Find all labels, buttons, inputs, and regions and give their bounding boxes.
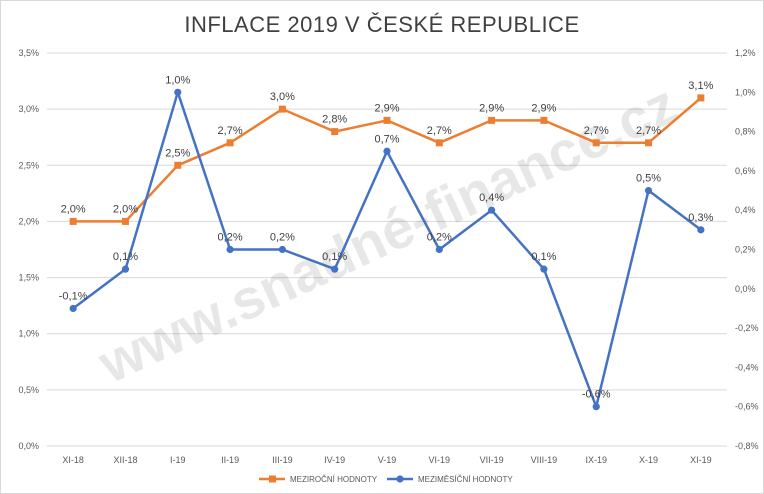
legend-label: MEZIROČNÍ HODNOTY [290, 475, 378, 484]
x-tick-label: VI-19 [429, 455, 451, 465]
y-right-tick-label: 1,0% [735, 87, 756, 97]
y-right-tick-label: 0,4% [735, 205, 756, 215]
data-label: 0,3% [688, 212, 713, 224]
data-point-yoy [383, 116, 391, 124]
x-tick-label: I-19 [170, 455, 186, 465]
data-label: -0,6% [582, 389, 611, 401]
y-right-tick-label: -0,6% [735, 402, 759, 412]
y-left-tick-label: 1,0% [18, 329, 39, 339]
y-right-tick-label: -0,8% [735, 441, 759, 451]
y-right-tick-label: -0,2% [735, 323, 759, 333]
data-label: 0,1% [531, 251, 556, 263]
x-tick-label: II-19 [221, 455, 239, 465]
data-point-mom [488, 206, 496, 214]
data-point-yoy [331, 128, 339, 136]
data-point-yoy [121, 217, 129, 225]
data-point-yoy [435, 139, 443, 147]
data-label: 2,9% [531, 102, 556, 114]
data-point-mom [697, 226, 705, 234]
data-label: 2,0% [61, 203, 86, 215]
data-point-yoy [69, 217, 77, 225]
data-label: 2,7% [636, 125, 661, 137]
data-label: 0,4% [479, 192, 504, 204]
y-left-tick-label: 2,5% [18, 160, 39, 170]
data-point-yoy [540, 116, 548, 124]
data-label: 2,0% [113, 203, 138, 215]
data-label: 2,7% [584, 125, 609, 137]
data-point-mom [331, 265, 339, 273]
data-label: 3,0% [270, 91, 295, 103]
legend-marker-yoy [269, 475, 276, 483]
data-point-mom [278, 245, 286, 254]
data-label: 0,7% [374, 133, 399, 145]
y-left-tick-label: 3,0% [18, 104, 39, 114]
data-label: 0,2% [218, 232, 243, 244]
data-label: 2,8% [322, 114, 347, 126]
data-point-yoy [697, 94, 705, 102]
data-label: 2,5% [165, 147, 190, 159]
y-right-tick-label: 1,2% [735, 48, 756, 58]
data-label: 0,1% [113, 251, 138, 263]
data-point-mom [69, 304, 77, 313]
x-tick-label: XI-18 [62, 455, 84, 465]
y-right-tick-label: 0,2% [735, 245, 756, 255]
data-point-mom [592, 403, 600, 411]
y-left-tick-label: 0,0% [18, 441, 39, 451]
data-point-yoy [278, 105, 286, 113]
data-label: 0,2% [270, 232, 295, 244]
legend-marker-mom [396, 475, 404, 483]
data-label: 2,9% [479, 102, 504, 114]
data-point-mom [226, 245, 234, 254]
data-label: -0,1% [59, 290, 88, 302]
x-tick-label: V-19 [378, 455, 397, 465]
x-tick-label: IX-19 [585, 455, 607, 465]
data-point-yoy [645, 139, 653, 147]
y-right-tick-label: 0,6% [735, 166, 756, 176]
y-left-tick-label: 0,5% [18, 385, 39, 395]
y-right-tick-label: 0,8% [735, 127, 756, 137]
x-tick-label: III-19 [272, 455, 293, 465]
legend-label: MEZIMĚSÍČNÍ HODNOTY [418, 475, 513, 484]
data-point-mom [540, 265, 548, 273]
y-left-tick-label: 1,5% [18, 273, 39, 283]
data-label: 0,1% [322, 251, 347, 263]
x-tick-label: X-19 [639, 455, 658, 465]
data-point-yoy [488, 116, 496, 124]
data-point-mom [121, 265, 130, 273]
data-point-yoy [174, 161, 182, 169]
x-tick-label: VII-19 [480, 455, 504, 465]
chart-title: INFLACE 2019 V ČESKÉ REPUBLICE [184, 12, 579, 37]
data-label: 2,7% [218, 125, 243, 137]
data-label: 0,2% [427, 232, 452, 244]
data-label: 1,0% [165, 74, 190, 86]
data-label: 2,7% [427, 125, 452, 137]
data-point-mom [174, 88, 182, 96]
data-label: 0,5% [636, 173, 661, 185]
data-point-mom [644, 186, 653, 195]
x-tick-label: XI-19 [690, 455, 712, 465]
y-left-tick-label: 2,0% [18, 216, 39, 226]
x-tick-label: VIII-19 [531, 455, 558, 465]
x-tick-label: IV-19 [324, 455, 345, 465]
y-right-tick-label: 0,0% [735, 284, 756, 294]
x-tick-label: XII-18 [113, 455, 137, 465]
data-label: 2,9% [374, 102, 399, 114]
data-point-mom [435, 245, 443, 254]
y-left-tick-label: 3,5% [18, 48, 39, 58]
data-point-mom [383, 147, 391, 155]
y-right-tick-label: -0,4% [735, 362, 759, 372]
data-label: 3,1% [688, 80, 713, 92]
data-point-yoy [226, 139, 234, 147]
data-point-yoy [592, 139, 600, 147]
